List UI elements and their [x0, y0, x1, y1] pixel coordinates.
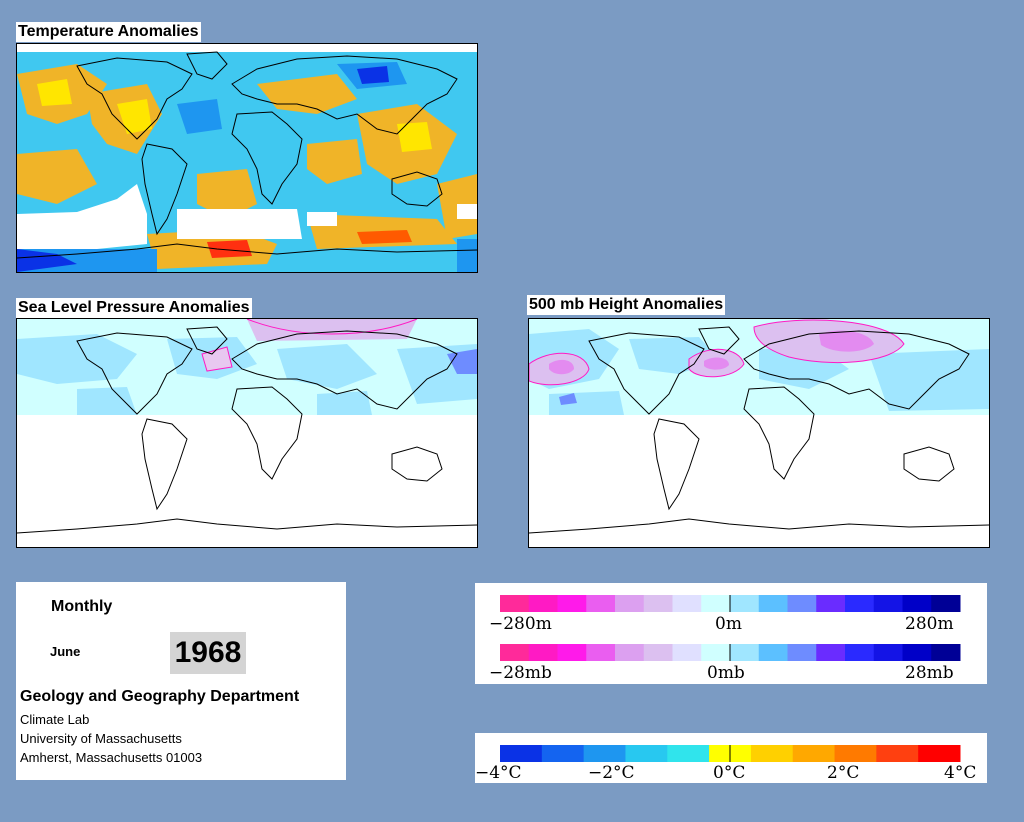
temperature-scale-swatch — [750, 745, 794, 762]
pressure-scale-swatch — [758, 644, 788, 661]
temperature-scale-label: 0°C — [713, 763, 745, 783]
height-scale-min-label: −280m — [489, 614, 552, 634]
address-label: Amherst, Massachusetts 01003 — [20, 750, 203, 765]
pressure-scale-swatch — [528, 644, 558, 661]
height-scale-swatch — [816, 595, 846, 612]
temperature-scale-swatch — [834, 745, 877, 762]
height-scale-swatch — [500, 595, 530, 612]
height-scale-bar — [500, 595, 961, 612]
height-scale-swatch — [615, 595, 645, 612]
pressure-scale-swatch — [902, 644, 932, 661]
pressure-scale-swatch — [500, 644, 530, 661]
pressure-scale-swatch — [873, 644, 903, 661]
slp-anomaly-map — [16, 318, 478, 548]
temperature-map-title: Temperature Anomalies — [16, 22, 201, 42]
temperature-scale-swatch — [541, 745, 585, 762]
period-label: Monthly — [51, 598, 113, 615]
height-scale-swatch — [701, 595, 731, 612]
height500-map-title: 500 mb Height Anomalies — [527, 295, 726, 315]
temperature-scale-bar — [500, 745, 961, 762]
height-scale-swatch — [787, 595, 817, 612]
pressure-scale-swatch — [816, 644, 846, 661]
pressure-scale-mid-label: 0mb — [707, 663, 745, 683]
pressure-scale-swatch — [730, 644, 760, 661]
height-scale-swatch — [873, 595, 903, 612]
temperature-scale-swatch — [792, 745, 836, 762]
pressure-scale-max-label: 28mb — [905, 663, 954, 683]
year-label: 1968 — [170, 632, 246, 674]
temperature-scale-swatch — [918, 745, 961, 762]
height-scale-swatch — [528, 595, 558, 612]
height-scale-swatch — [758, 595, 788, 612]
pressure-scale-min-label: −28mb — [489, 663, 552, 683]
height-scale-swatch — [902, 595, 932, 612]
height-scale-swatch — [845, 595, 875, 612]
pressure-scale-swatch — [643, 644, 673, 661]
pressure-scale-swatch — [672, 644, 702, 661]
height-scale-mid-label: 0m — [715, 614, 742, 634]
pressure-scale-swatch — [586, 644, 616, 661]
department-label: Geology and Geography Department — [20, 688, 300, 705]
height-pressure-legend: −280m 0m 280m −28mb 0mb 28mb — [475, 583, 987, 684]
temperature-scale-swatch — [500, 745, 543, 762]
height-scale-swatch — [730, 595, 760, 612]
lab-label: Climate Lab — [20, 712, 90, 727]
pressure-scale-swatch — [615, 644, 645, 661]
pressure-scale-swatch — [701, 644, 731, 661]
pressure-scale-swatch — [787, 644, 817, 661]
university-label: University of Massachusetts — [20, 731, 182, 746]
month-label: June — [50, 644, 81, 659]
pressure-scale-bar — [500, 644, 961, 661]
temperature-scale-label: 2°C — [827, 763, 859, 783]
pressure-scale-swatch — [931, 644, 961, 661]
height500-anomaly-map — [528, 318, 990, 548]
temperature-legend: −4°C −2°C 0°C 2°C 4°C — [475, 733, 987, 783]
temperature-anomaly-map — [16, 43, 478, 273]
height-scale-swatch — [557, 595, 587, 612]
pressure-scale-swatch — [557, 644, 587, 661]
temperature-scale-label: 4°C — [944, 763, 976, 783]
temperature-scale-swatch — [625, 745, 668, 762]
temperature-scale-swatch — [667, 745, 710, 762]
pressure-scale-swatch — [845, 644, 875, 661]
height-scale-swatch — [586, 595, 616, 612]
temperature-scale-swatch — [876, 745, 919, 762]
slp-map-title: Sea Level Pressure Anomalies — [16, 298, 252, 318]
temperature-scale-label: −2°C — [588, 763, 635, 783]
height-scale-swatch — [672, 595, 702, 612]
height-scale-swatch — [931, 595, 961, 612]
height-scale-max-label: 280m — [905, 614, 954, 634]
temperature-scale-label: −4°C — [475, 763, 522, 783]
info-panel: Monthly June 1968 Geology and Geography … — [16, 582, 346, 780]
height-scale-swatch — [643, 595, 673, 612]
temperature-scale-swatch — [583, 745, 626, 762]
